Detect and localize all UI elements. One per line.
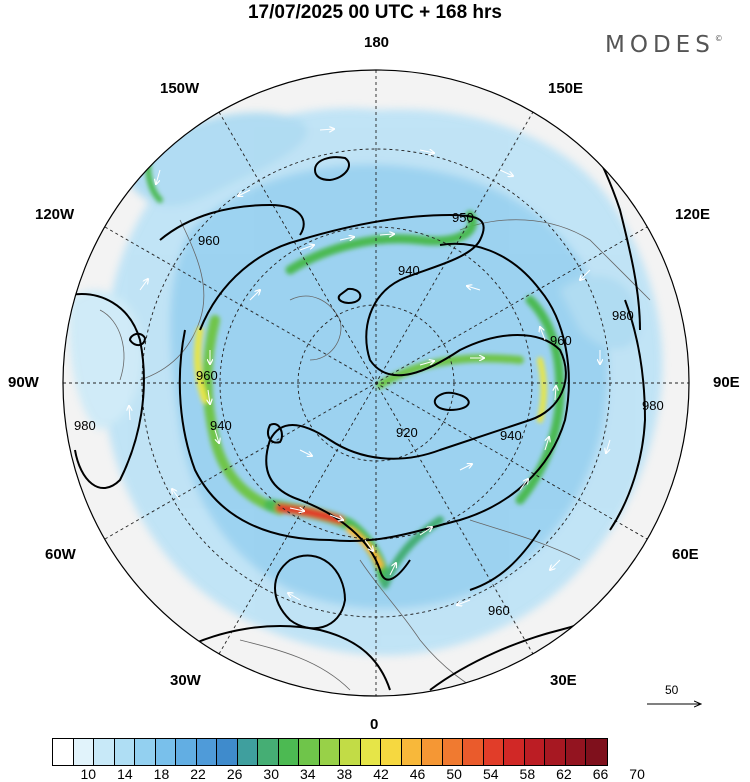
wind-scale-value: 50 — [665, 683, 679, 697]
contour-label-950: 950 — [452, 210, 474, 225]
lon-label-90w: 90W — [8, 374, 39, 391]
colorbar-tick-label: 18 — [153, 766, 170, 782]
lon-label-180: 180 — [364, 34, 390, 51]
lon-label-0: 0 — [370, 716, 379, 733]
colorbar-tick-label: 42 — [373, 766, 389, 782]
colorbar-swatch — [565, 739, 586, 765]
colorbar-tick-label: 70 — [629, 766, 645, 782]
colorbar-swatch — [196, 739, 217, 765]
colorbar-swatch — [422, 739, 443, 765]
colorbar-tick-label: 50 — [446, 766, 462, 782]
colorbar-swatch — [524, 739, 545, 765]
colorbar-tick-label: 58 — [519, 766, 536, 782]
contour-label-980b: 980 — [642, 398, 664, 413]
lon-label-120w: 120W — [35, 206, 75, 223]
colorbar-swatch — [483, 739, 504, 765]
colorbar-swatch — [53, 739, 74, 765]
colorbar-swatch — [504, 739, 525, 765]
colorbar-tick-label: 34 — [300, 766, 316, 782]
modes-logo: MODES© — [605, 32, 723, 58]
colorbar-tick-label: 10 — [80, 766, 97, 782]
lon-label-120e: 120E — [675, 206, 711, 223]
colorbar — [52, 738, 608, 766]
colorbar-swatch — [155, 739, 176, 765]
map-boundary — [62, 69, 690, 697]
colorbar-swatch — [217, 739, 238, 765]
polar-map: 950 940 920 940 960 960 960 980 980 980 … — [62, 69, 690, 697]
colorbar-tick-label: 46 — [409, 766, 426, 782]
colorbar-swatch — [135, 739, 156, 765]
colorbar-swatch — [545, 739, 566, 765]
lon-label-90e: 90E — [713, 374, 740, 391]
colorbar-swatch — [299, 739, 320, 765]
lon-label-60e: 60E — [672, 546, 699, 563]
colorbar-labels: 10 14 18 22 26 30 34 38 42 46 50 54 58 62 66 70 — [52, 766, 702, 782]
colorbar-swatch — [176, 739, 197, 765]
map-title: 17/07/2025 00 UTC + 168 hrs — [247, 2, 503, 23]
colorbar-swatch — [442, 739, 463, 765]
contour-label-960c: 960 — [550, 333, 572, 348]
lon-label-30w: 30W — [170, 672, 201, 689]
colorbar-swatch — [73, 739, 94, 765]
lon-label-150e: 150E — [548, 80, 584, 97]
colorbar-tick-label: 22 — [190, 766, 206, 782]
colorbar-swatch — [381, 739, 402, 765]
map-disk — [63, 70, 689, 696]
colorbar-tick-label: 54 — [482, 766, 499, 782]
colorbar-tick-label: 38 — [336, 766, 353, 782]
contour-label-940c: 940 — [210, 418, 232, 433]
lon-label-150w: 150W — [160, 80, 200, 97]
colorbar-swatch — [114, 739, 135, 765]
colorbar-tick-label: 66 — [592, 766, 609, 782]
colorbar-tick-label: 14 — [117, 766, 133, 782]
lon-label-60w: 60W — [45, 546, 76, 563]
wind-scale-arrow-icon — [647, 683, 705, 713]
contour-label-940b: 940 — [500, 428, 522, 443]
contour-label-960b: 960 — [196, 368, 218, 383]
colorbar-swatch — [258, 739, 279, 765]
contour-label-960d: 960 — [488, 603, 510, 618]
contour-label-920: 920 — [396, 425, 418, 440]
contour-labels: 950 940 920 940 960 960 960 980 980 980 … — [74, 210, 664, 618]
colorbar-swatch — [360, 739, 381, 765]
colorbar-swatch — [463, 739, 484, 765]
colorbar-tick-label: 26 — [226, 766, 243, 782]
contour-label-980c: 980 — [74, 418, 96, 433]
contour-label-980: 980 — [612, 308, 634, 323]
colorbar-swatch — [586, 739, 607, 765]
wind-scale-legend: 50 — [645, 683, 705, 713]
colorbar-swatch — [94, 739, 115, 765]
colorbar-swatch — [237, 739, 258, 765]
contour-label-960: 960 — [198, 233, 220, 248]
colorbar-tick-label: 62 — [556, 766, 572, 782]
colorbar-swatch — [278, 739, 299, 765]
graticule — [63, 70, 689, 696]
colorbar-swatch — [319, 739, 340, 765]
wind-speed-shading — [69, 108, 663, 656]
wind-vectors — [129, 129, 611, 605]
colorbar-swatch — [401, 739, 422, 765]
lon-label-30e: 30E — [550, 672, 577, 689]
colorbar-tick-label: 30 — [263, 766, 280, 782]
contour-label-940: 940 — [398, 263, 420, 278]
colorbar-swatch — [340, 739, 361, 765]
